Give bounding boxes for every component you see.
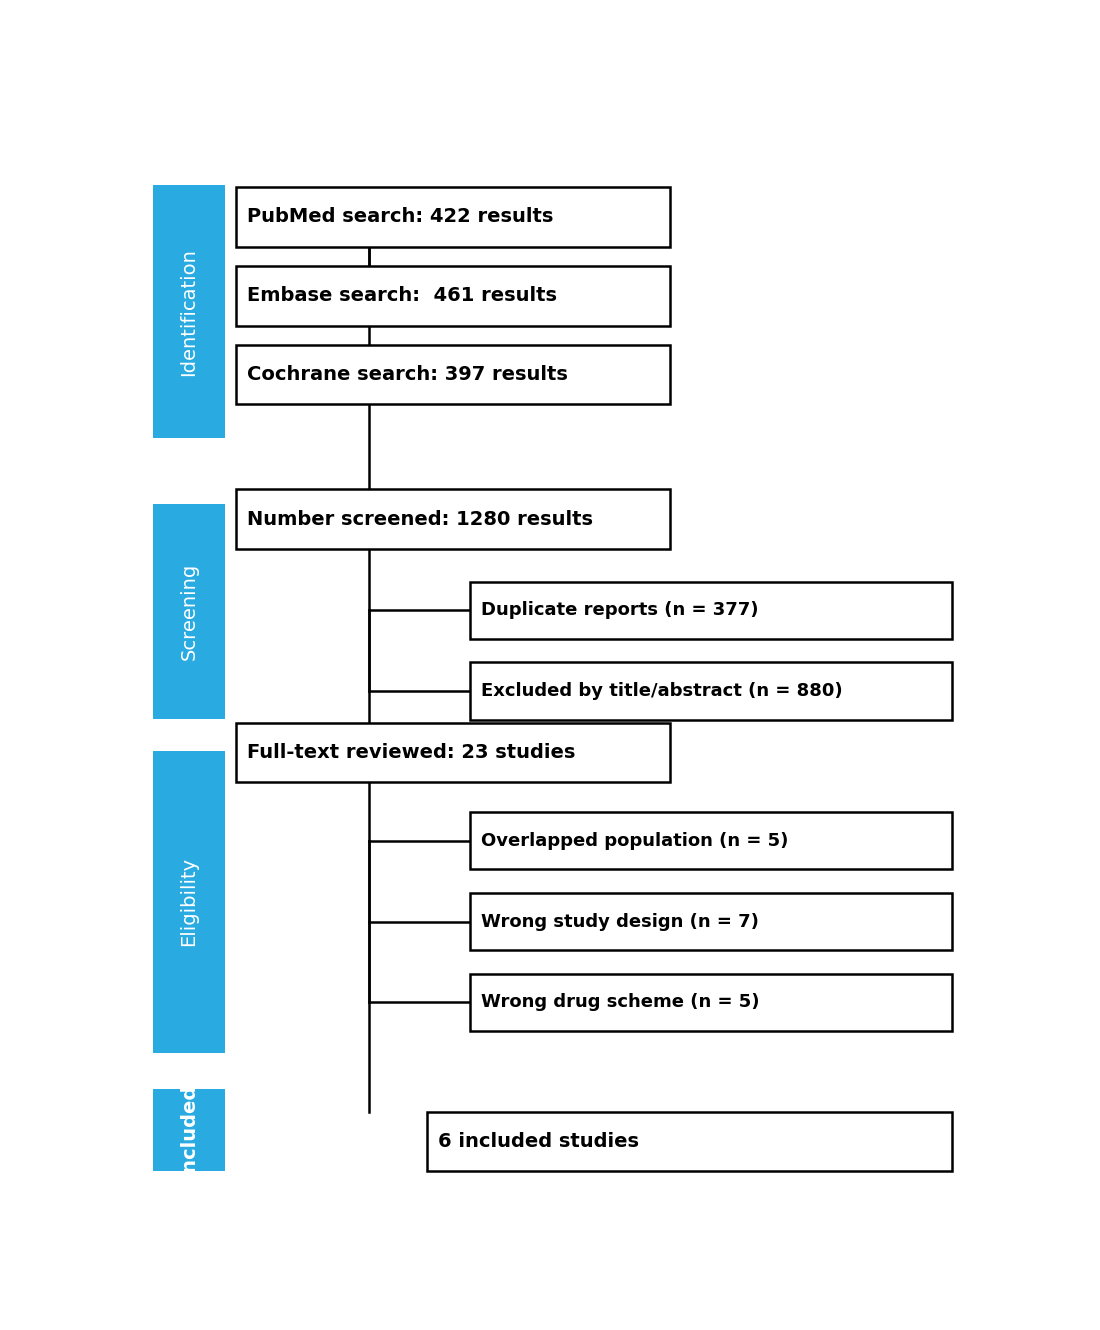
FancyBboxPatch shape — [153, 1089, 225, 1172]
FancyBboxPatch shape — [153, 750, 225, 1052]
Text: Screening: Screening — [179, 563, 199, 660]
Text: Embase search:  461 results: Embase search: 461 results — [246, 286, 557, 306]
FancyBboxPatch shape — [235, 344, 670, 404]
FancyBboxPatch shape — [235, 266, 670, 326]
Text: Wrong drug scheme (n = 5): Wrong drug scheme (n = 5) — [481, 994, 760, 1011]
Text: Included: Included — [179, 1084, 199, 1177]
Text: Excluded by title/abstract (n = 880): Excluded by title/abstract (n = 880) — [481, 682, 843, 700]
Text: Overlapped population (n = 5): Overlapped population (n = 5) — [481, 831, 789, 850]
Text: Cochrane search: 397 results: Cochrane search: 397 results — [246, 366, 568, 384]
FancyBboxPatch shape — [235, 489, 670, 549]
FancyBboxPatch shape — [235, 188, 670, 246]
FancyBboxPatch shape — [470, 811, 952, 870]
FancyBboxPatch shape — [153, 504, 225, 718]
FancyBboxPatch shape — [470, 662, 952, 720]
FancyBboxPatch shape — [235, 722, 670, 782]
FancyBboxPatch shape — [470, 581, 952, 638]
Text: Duplicate reports (n = 377): Duplicate reports (n = 377) — [481, 601, 759, 620]
Text: Full-text reviewed: 23 studies: Full-text reviewed: 23 studies — [246, 743, 575, 762]
FancyBboxPatch shape — [470, 892, 952, 950]
Text: Number screened: 1280 results: Number screened: 1280 results — [246, 509, 593, 528]
FancyBboxPatch shape — [470, 974, 952, 1031]
Text: Identification: Identification — [179, 247, 199, 375]
Text: Eligibility: Eligibility — [179, 857, 199, 946]
Text: Wrong study design (n = 7): Wrong study design (n = 7) — [481, 912, 759, 931]
FancyBboxPatch shape — [153, 185, 225, 438]
FancyBboxPatch shape — [427, 1112, 952, 1172]
Text: 6 included studies: 6 included studies — [439, 1132, 639, 1152]
Text: PubMed search: 422 results: PubMed search: 422 results — [246, 207, 553, 226]
